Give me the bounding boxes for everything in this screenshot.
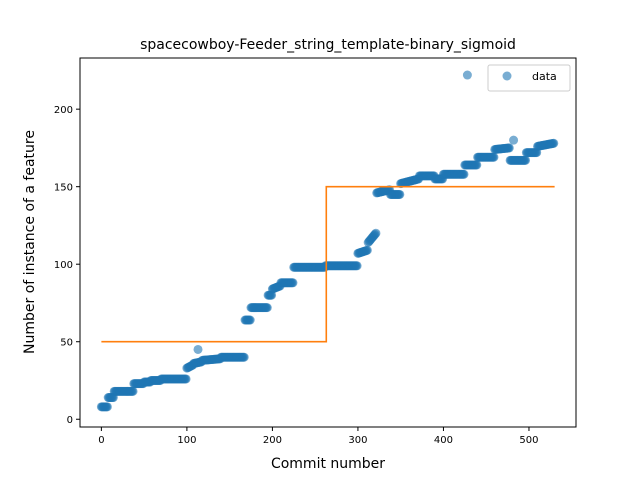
legend: data [487, 64, 571, 92]
x-tick-label-0: 0 [98, 435, 104, 446]
data-point-530 [193, 344, 203, 354]
data-point-299 [352, 261, 362, 271]
data-point-531 [462, 70, 472, 80]
axes-frame [79, 57, 577, 428]
data-point-424 [459, 169, 469, 179]
data-point-7 [102, 402, 112, 412]
y-tick-label-50: 50 [60, 338, 73, 349]
data-point-477 [504, 143, 514, 153]
data-point-529 [549, 138, 559, 148]
chart-title: spacecowboy-Feeder_string_template-binar… [140, 37, 516, 53]
data-point-174 [245, 315, 255, 325]
y-axis-label: Number of instance of a feature [22, 130, 38, 354]
y-tick-label-150: 150 [54, 183, 73, 194]
data-point-439 [472, 160, 482, 170]
x-axis: 0 100 200 300 400 500 [98, 427, 539, 446]
legend-marker-data [502, 71, 512, 81]
x-tick-label-300: 300 [348, 435, 367, 446]
data-point-532 [509, 135, 519, 145]
data-point-194 [262, 303, 272, 313]
data-point-459 [489, 152, 499, 162]
fit-step-line [101, 185, 555, 343]
data-point-224 [288, 278, 298, 288]
x-axis-label: Commit number [271, 456, 385, 472]
y-tick-label-200: 200 [54, 105, 73, 116]
data-point-496 [521, 155, 531, 165]
x-tick-label-100: 100 [177, 435, 196, 446]
data-point-321 [371, 228, 381, 238]
data-point-167 [239, 352, 249, 362]
plot-area [96, 70, 559, 412]
data-point-99 [181, 374, 191, 384]
y-axis: 0 50 100 150 200 [54, 105, 80, 426]
legend-box [487, 64, 571, 92]
legend-label-data: data [532, 70, 557, 83]
data-point-311 [362, 245, 372, 255]
y-tick-label-0: 0 [67, 415, 73, 426]
x-tick-label-200: 200 [263, 435, 282, 446]
y-tick-label-100: 100 [54, 260, 73, 271]
data-point-37 [128, 386, 138, 396]
data-point-349 [395, 189, 405, 199]
x-tick-label-400: 400 [434, 435, 453, 446]
x-tick-label-500: 500 [519, 435, 538, 446]
